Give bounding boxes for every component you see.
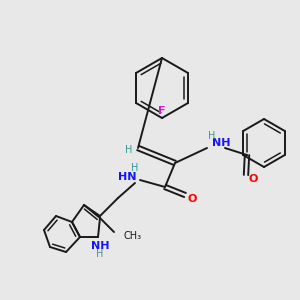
Text: H: H bbox=[131, 163, 139, 173]
Text: NH: NH bbox=[91, 241, 109, 251]
Text: H: H bbox=[208, 131, 216, 141]
Text: O: O bbox=[248, 174, 258, 184]
Text: HN: HN bbox=[118, 172, 136, 182]
Text: CH₃: CH₃ bbox=[124, 231, 142, 241]
Text: H: H bbox=[125, 145, 133, 155]
Text: NH: NH bbox=[212, 138, 230, 148]
Text: H: H bbox=[96, 249, 104, 259]
Text: O: O bbox=[187, 194, 197, 204]
Text: F: F bbox=[158, 106, 166, 116]
